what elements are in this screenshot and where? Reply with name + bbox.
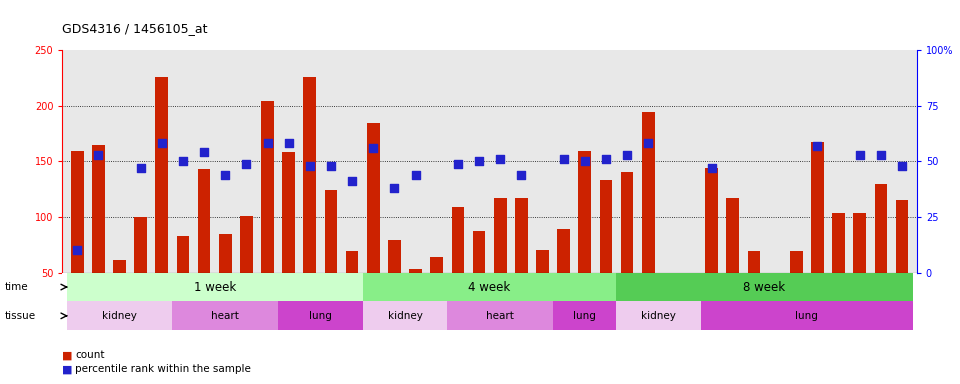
Bar xyxy=(346,252,358,273)
Point xyxy=(492,156,508,162)
Bar xyxy=(173,301,278,330)
Text: 8 week: 8 week xyxy=(743,281,785,293)
Bar xyxy=(66,301,173,330)
Text: kidney: kidney xyxy=(102,311,137,321)
Point xyxy=(239,161,254,167)
Point xyxy=(809,142,825,149)
Point xyxy=(387,185,402,191)
Bar xyxy=(134,217,147,273)
Bar xyxy=(727,198,739,273)
Bar xyxy=(701,301,913,330)
Bar xyxy=(616,273,913,301)
Point xyxy=(69,247,84,253)
Point xyxy=(155,141,170,147)
Bar xyxy=(790,252,803,273)
Point xyxy=(852,152,868,158)
Bar xyxy=(113,260,126,273)
Bar xyxy=(219,233,231,273)
Bar xyxy=(451,207,465,273)
Point xyxy=(90,152,106,158)
Bar xyxy=(66,273,363,301)
Bar xyxy=(324,190,337,273)
Bar xyxy=(553,301,616,330)
Bar xyxy=(621,172,634,273)
Point xyxy=(895,163,910,169)
Point xyxy=(302,163,318,169)
Text: ■: ■ xyxy=(62,364,73,374)
Bar xyxy=(600,180,612,273)
Bar xyxy=(367,123,379,273)
Bar xyxy=(579,151,591,273)
Point xyxy=(619,152,635,158)
Bar xyxy=(811,142,824,273)
Bar xyxy=(430,257,444,273)
Bar xyxy=(832,212,845,273)
Bar xyxy=(515,198,528,273)
Point xyxy=(556,156,571,162)
Text: lung: lung xyxy=(573,311,596,321)
Bar xyxy=(409,269,422,273)
Text: kidney: kidney xyxy=(388,311,422,321)
Point xyxy=(197,149,212,156)
Text: time: time xyxy=(5,282,29,292)
Point xyxy=(408,172,423,178)
Point xyxy=(514,172,529,178)
Bar xyxy=(706,168,718,273)
Point xyxy=(133,165,149,171)
Bar xyxy=(875,184,887,273)
Text: heart: heart xyxy=(211,311,239,321)
Bar xyxy=(363,301,447,330)
Bar xyxy=(493,198,507,273)
Point xyxy=(260,141,276,147)
Point xyxy=(176,158,191,164)
Point xyxy=(471,158,487,164)
Bar xyxy=(177,236,189,273)
Point xyxy=(704,165,719,171)
Bar xyxy=(92,145,105,273)
Text: 4 week: 4 week xyxy=(468,281,511,293)
Point xyxy=(281,141,297,147)
Bar xyxy=(363,273,616,301)
Text: heart: heart xyxy=(486,311,515,321)
Bar xyxy=(557,229,570,273)
Bar xyxy=(447,301,553,330)
Text: 1 week: 1 week xyxy=(194,281,236,293)
Point xyxy=(218,172,233,178)
Bar xyxy=(198,169,210,273)
Text: ■: ■ xyxy=(62,350,73,360)
Bar xyxy=(748,252,760,273)
Bar xyxy=(388,240,400,273)
Point xyxy=(577,158,592,164)
Text: kidney: kidney xyxy=(641,311,676,321)
Bar xyxy=(472,232,486,273)
Bar xyxy=(282,152,295,273)
Bar xyxy=(278,301,363,330)
Text: tissue: tissue xyxy=(5,311,36,321)
Bar xyxy=(896,200,908,273)
Point xyxy=(450,161,466,167)
Bar xyxy=(536,250,549,273)
Point xyxy=(366,145,381,151)
Bar xyxy=(303,77,316,273)
Bar xyxy=(240,216,252,273)
Bar xyxy=(642,112,655,273)
Point xyxy=(640,141,656,147)
Bar xyxy=(616,301,701,330)
Point xyxy=(345,178,360,184)
Text: GDS4316 / 1456105_at: GDS4316 / 1456105_at xyxy=(62,22,208,35)
Point xyxy=(598,156,613,162)
Point xyxy=(324,163,339,169)
Text: lung: lung xyxy=(796,311,818,321)
Bar xyxy=(156,77,168,273)
Text: lung: lung xyxy=(309,311,332,321)
Text: count: count xyxy=(75,350,105,360)
Bar xyxy=(853,212,866,273)
Bar xyxy=(71,151,84,273)
Point xyxy=(874,152,889,158)
Text: percentile rank within the sample: percentile rank within the sample xyxy=(75,364,251,374)
Bar xyxy=(261,101,274,273)
